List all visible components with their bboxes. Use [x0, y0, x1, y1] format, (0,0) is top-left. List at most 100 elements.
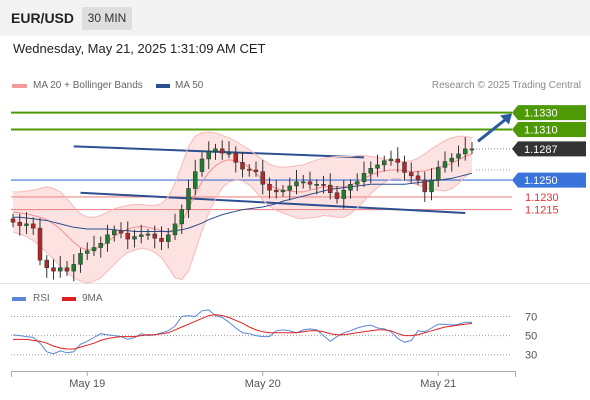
candle: [348, 179, 353, 199]
x-tick-label: May 20: [245, 378, 281, 390]
candle-body: [206, 151, 211, 160]
legend-label-ma20: MA 20 + Bollinger Bands: [33, 80, 143, 91]
candle: [139, 224, 144, 244]
candle: [85, 242, 90, 261]
price-label-1.1250: 1.1250: [512, 172, 586, 188]
candle: [172, 213, 178, 240]
candle: [112, 225, 117, 242]
candle-body: [24, 223, 29, 226]
candle: [314, 179, 319, 195]
candle-body: [274, 189, 279, 193]
candle-body: [58, 267, 63, 272]
candle-body: [247, 168, 252, 171]
candle-body: [442, 161, 448, 168]
candle-body: [456, 153, 461, 159]
candle: [429, 168, 434, 201]
candle: [125, 221, 130, 250]
candle: [71, 254, 76, 282]
candle-body: [152, 233, 157, 239]
candle-body: [334, 192, 340, 199]
candle-body: [125, 232, 130, 240]
x-tick-label: May 21: [420, 378, 456, 390]
candle: [402, 155, 407, 181]
candle: [253, 161, 259, 177]
candle-body: [31, 223, 36, 229]
candle-body: [118, 230, 124, 234]
candle-body: [294, 181, 299, 187]
legend-swatch-ma50: [156, 84, 170, 88]
candle: [436, 160, 441, 187]
candle-body: [355, 181, 360, 185]
candle-body: [341, 189, 346, 199]
price-label-text: 1.1310: [524, 125, 558, 137]
candle: [24, 212, 29, 235]
price-label-bg: [512, 105, 586, 121]
ma50-line: [13, 172, 473, 232]
candle-body: [422, 179, 427, 193]
candle: [267, 177, 272, 199]
candle: [287, 177, 292, 201]
price-label-1.1310: 1.1310: [512, 122, 586, 137]
candle-body: [469, 148, 475, 151]
candle: [10, 213, 16, 228]
candle: [422, 171, 427, 202]
candle-body: [409, 172, 414, 177]
price-label-text: 1.1250: [524, 175, 558, 187]
legend-swatch-9ma: [62, 297, 76, 301]
candle: [206, 141, 211, 170]
candle-body: [402, 162, 407, 173]
candle-body: [186, 188, 191, 210]
candle: [382, 155, 387, 172]
candle: [193, 159, 198, 196]
candle-body: [233, 152, 238, 163]
candle: [78, 248, 83, 273]
candle: [368, 161, 373, 184]
rsi-tick-50: 50: [525, 331, 537, 343]
price-label-1.1330: 1.1330: [512, 105, 586, 121]
candle: [456, 145, 461, 167]
candle: [51, 259, 56, 280]
price-label-bg: [512, 172, 586, 188]
timeframe-badge[interactable]: 30 MIN: [82, 7, 132, 30]
candle-body: [395, 158, 400, 163]
candle: [31, 217, 36, 235]
rsi-tick-70: 70: [525, 312, 537, 324]
symbol-title: EUR/USD: [11, 10, 75, 26]
candle-body: [348, 184, 353, 191]
research-credit: Research © 2025 Trading Central: [431, 80, 581, 91]
candle: [247, 164, 252, 177]
candle-body: [307, 181, 313, 185]
legend-swatch-ma20: [12, 84, 27, 88]
price-label-text: 1.1330: [524, 108, 558, 120]
candle: [469, 142, 475, 154]
candle-body: [64, 267, 70, 272]
candle-body: [368, 168, 373, 174]
price-label-bg: [512, 122, 586, 137]
chart-header: EUR/USD 30 MIN: [0, 0, 590, 36]
candle: [375, 154, 380, 177]
candle: [152, 225, 157, 249]
candle-body: [10, 218, 16, 223]
candle: [388, 150, 394, 166]
candle: [91, 235, 97, 256]
candle-body: [260, 171, 265, 185]
support-label-1.1215: 1.1215: [525, 205, 559, 217]
candle-body: [429, 179, 434, 193]
candle-body: [112, 230, 117, 236]
candle: [301, 175, 306, 189]
candle: [415, 170, 421, 186]
candle: [132, 229, 137, 248]
candle-body: [172, 223, 178, 236]
candle-body: [267, 184, 272, 191]
candle-body: [301, 181, 306, 184]
legend-label-ma50: MA 50: [175, 80, 204, 91]
timestamp: Wednesday, May 21, 2025 1:31:09 AM CET: [13, 41, 266, 56]
candle-body: [85, 250, 90, 254]
candle: [294, 169, 299, 195]
price-label-1.1287: 1.1287: [512, 141, 586, 157]
candle-body: [253, 169, 259, 172]
candle-body: [166, 234, 171, 242]
candle-body: [37, 227, 43, 261]
candle: [334, 185, 340, 204]
